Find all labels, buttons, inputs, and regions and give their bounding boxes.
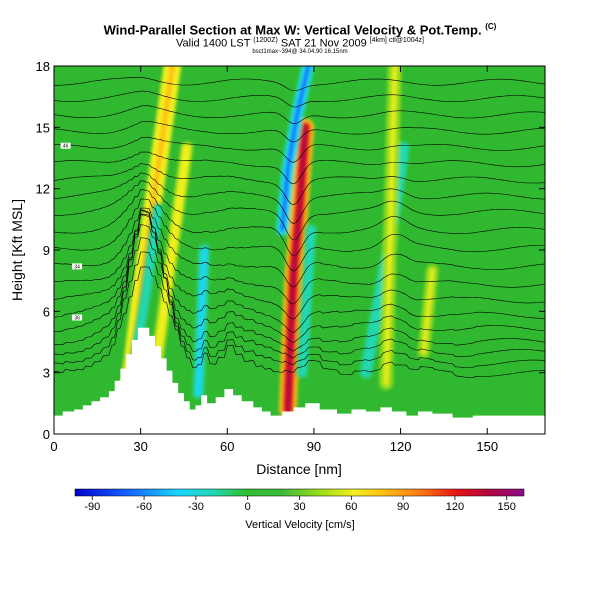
x-tick-label-90: 90 bbox=[307, 439, 321, 454]
y-tick-label-0: 0 bbox=[43, 427, 50, 442]
colorbar-tick-label--90: -90 bbox=[84, 501, 100, 513]
colorbar-tick-label--30: -30 bbox=[188, 501, 204, 513]
y-tick-label-15: 15 bbox=[36, 120, 50, 135]
field-core-8 bbox=[384, 66, 397, 385]
isentrope-label-bg-5 bbox=[72, 314, 83, 321]
chart-title: Wind-Parallel Section at Max W: Vertical… bbox=[0, 22, 600, 37]
y-tick-label-18: 18 bbox=[36, 59, 50, 74]
field-core-3 bbox=[196, 247, 207, 396]
colorbar bbox=[74, 488, 525, 497]
section-info: bsct1max~394@ 34.04,90 16.15nm bbox=[252, 49, 348, 55]
isentrope-19 bbox=[54, 76, 545, 92]
x-tick-label-30: 30 bbox=[133, 439, 147, 454]
valid-date: SAT 21 Nov 2009 bbox=[280, 37, 367, 50]
isentrope-13 bbox=[54, 163, 545, 206]
chart-title-text: Wind-Parallel Section at Max W: Vertical… bbox=[103, 22, 482, 38]
isentrope-14 bbox=[54, 151, 545, 185]
isentrope-label-15: 46 bbox=[63, 144, 69, 150]
isentrope-7 bbox=[54, 213, 545, 305]
chart-subtitle: Valid 1400 LST (1200Z) SAT 21 Nov 2009 [… bbox=[0, 37, 600, 50]
field-core-5 bbox=[280, 66, 311, 232]
isentrope-17 bbox=[54, 105, 545, 125]
isentrope-label-5: 36 bbox=[74, 316, 80, 322]
x-axis-label: Distance [nm] bbox=[256, 461, 342, 477]
colorbar-tick-label-120: 120 bbox=[446, 501, 464, 513]
colorbar-tick-label-0: 0 bbox=[245, 501, 251, 513]
isentrope-16 bbox=[54, 120, 545, 143]
y-tick-label-3: 3 bbox=[43, 366, 50, 381]
isentrope-label-8: 34 bbox=[74, 264, 80, 270]
x-tick-label-0: 0 bbox=[50, 439, 57, 454]
isentrope-3 bbox=[54, 224, 545, 352]
field-core-9 bbox=[421, 268, 435, 354]
colorbar-ticks: -90 -60 -30 0 30 60 90 120 150 bbox=[84, 496, 516, 513]
isentrope-11 bbox=[54, 180, 545, 241]
colorbar-tick-label--60: -60 bbox=[136, 501, 152, 513]
x-tick-label-60: 60 bbox=[220, 439, 234, 454]
model-run: [4km] ctl@1004z] bbox=[369, 37, 424, 44]
isentrope-4 bbox=[54, 210, 545, 343]
isentrope-12 bbox=[54, 172, 545, 225]
valid-time: Valid 1400 LST bbox=[176, 37, 251, 50]
isentrope-label-bg-15 bbox=[60, 142, 71, 149]
colorbar-label: Vertical Velocity [cm/s] bbox=[245, 519, 354, 531]
isentrope-18 bbox=[54, 90, 545, 108]
field-core-6 bbox=[300, 227, 314, 375]
isentrope-2 bbox=[54, 237, 545, 359]
isentrope-lines: 36 34 46 bbox=[54, 76, 545, 379]
y-tick-label-6: 6 bbox=[43, 304, 50, 319]
isentrope-1 bbox=[54, 251, 545, 368]
colorbar-tick-label-90: 90 bbox=[397, 501, 409, 513]
isentrope-9 bbox=[54, 198, 545, 272]
utc-time: (1200Z) bbox=[253, 37, 278, 44]
y-tick-label-12: 12 bbox=[36, 182, 50, 197]
isentrope-label-bg-8 bbox=[72, 263, 83, 270]
x-tick-label-150: 150 bbox=[476, 439, 498, 454]
isentrope-15 bbox=[54, 136, 545, 163]
terrain-ridge bbox=[54, 327, 545, 434]
isentrope-6 bbox=[54, 214, 545, 320]
isentrope-10 bbox=[54, 189, 545, 257]
colorbar-tick-label-30: 30 bbox=[293, 501, 305, 513]
isentrope-0 bbox=[54, 266, 545, 379]
colorbar-tick-label-60: 60 bbox=[345, 501, 357, 513]
isentrope-8 bbox=[54, 207, 545, 288]
y-axis-label: Height [Kft MSL] bbox=[9, 199, 25, 301]
field-core-4 bbox=[285, 124, 308, 413]
y-tick-label-9: 9 bbox=[43, 243, 50, 258]
copyright-mark: (C) bbox=[485, 22, 497, 31]
x-tick-label-120: 120 bbox=[390, 439, 412, 454]
colorbar-tick-label-150: 150 bbox=[498, 501, 516, 513]
